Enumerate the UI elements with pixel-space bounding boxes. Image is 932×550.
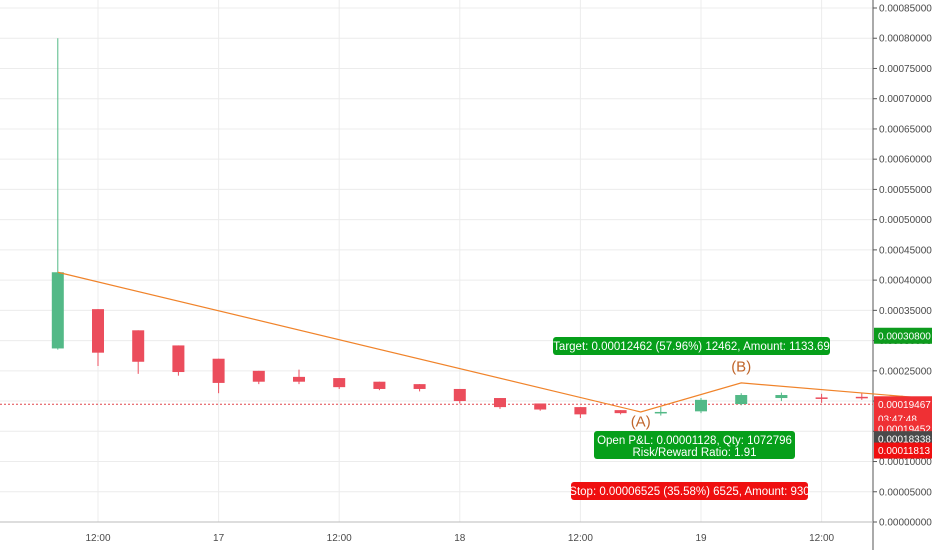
candle-body (333, 378, 346, 388)
price-tag (874, 442, 932, 459)
x-tick-label: 17 (213, 533, 225, 544)
target-label-text: Target: 0.00012462 (57.96%) 12462, Amoun… (553, 341, 830, 353)
price-tag-label: 0.00018338 (878, 435, 931, 446)
y-tick-label: 0.00080000 (879, 34, 932, 45)
candle-body (413, 384, 426, 389)
y-tick-label: 0.00035000 (879, 306, 932, 317)
wave-pattern-line (57, 271, 932, 413)
candle-body (494, 398, 506, 408)
candle-body (252, 370, 265, 382)
y-tick-label: 0.00000000 (879, 518, 932, 529)
y-tick-label: 0.00060000 (879, 155, 932, 166)
stop-label: Stop: 0.00006525 (35.58%) 6525, Amount: … (569, 482, 810, 500)
price-tag (874, 327, 932, 344)
open-pnl-label-text: Risk/Reward Ratio: 1.91 (633, 447, 757, 459)
price-tag (874, 396, 932, 413)
candle-body (132, 330, 145, 362)
position-zones (0, 403, 873, 405)
x-tick-label: 19 (695, 533, 707, 544)
open-pnl-label-text: Open P&L: 0.00001128, Qty: 1072796 (597, 435, 792, 447)
target-label-bg (553, 337, 830, 355)
candle-body (735, 395, 748, 405)
price-tag-label: 0.00030800 (878, 331, 931, 342)
candle-body (815, 397, 828, 399)
stop-label-bg (571, 482, 808, 500)
candle-body (614, 410, 627, 414)
candle-body (534, 403, 547, 410)
candle-body (51, 272, 64, 349)
candle-body (574, 407, 587, 415)
candles (51, 38, 908, 418)
y-tick-label: 0.00075000 (879, 64, 932, 75)
candle-body (293, 376, 305, 382)
y-tick-label: 0.00050000 (879, 215, 932, 226)
x-tick-label: 12:00 (327, 533, 352, 544)
price-tags: 0.000308000.0001946703:47:480.000194520.… (874, 327, 932, 459)
wave-label: (B) (731, 358, 751, 375)
candle-body (855, 396, 868, 399)
candle-body (172, 345, 185, 373)
candle-body (212, 358, 225, 383)
open-pnl-label-bg (594, 431, 795, 459)
x-tick-label: 12:00 (809, 533, 834, 544)
position-labels: Target: 0.00012462 (57.96%) 12462, Amoun… (553, 337, 830, 500)
price-tag-label: 0.00019467 (878, 400, 931, 411)
y-tick-label: 0.00070000 (879, 94, 932, 105)
candle-body (775, 395, 788, 399)
wave-pattern: (A)(B)(C)(D)(E) (57, 271, 932, 430)
open-pnl-label: Open P&L: 0.00001128, Qty: 1072796Risk/R… (594, 431, 795, 459)
candle-body (695, 399, 707, 412)
price-tag-label: 0.00019452 (878, 424, 931, 435)
time-axis: 12:001712:001812:001912:002012:002112:00… (85, 533, 834, 544)
y-tick-label: 0.00065000 (879, 124, 932, 135)
stop-label-text: Stop: 0.00006525 (35.58%) 6525, Amount: … (569, 486, 809, 498)
price-tag-label: 0.00011813 (878, 446, 931, 457)
target-label: Target: 0.00012462 (57.96%) 12462, Amoun… (553, 337, 830, 355)
y-tick-label: 0.00055000 (879, 185, 932, 196)
y-tick-label: 0.00085000 (879, 4, 932, 15)
wave-label: (A) (631, 413, 651, 430)
candle-body (373, 381, 386, 389)
x-tick-label: 12:00 (568, 533, 593, 544)
y-tick-label: 0.00040000 (879, 276, 932, 287)
y-tick-label: 0.00025000 (879, 366, 932, 377)
candle-body (92, 309, 104, 353)
candle-body (453, 388, 466, 402)
y-tick-label: 0.00045000 (879, 245, 932, 256)
x-tick-label: 18 (454, 533, 466, 544)
candle-body (654, 411, 667, 414)
y-tick-label: 0.00010000 (879, 457, 932, 468)
y-tick-label: 0.00005000 (879, 487, 932, 498)
x-tick-label: 12:00 (85, 533, 110, 544)
price-tag-label: 03:47:48 (878, 415, 917, 426)
